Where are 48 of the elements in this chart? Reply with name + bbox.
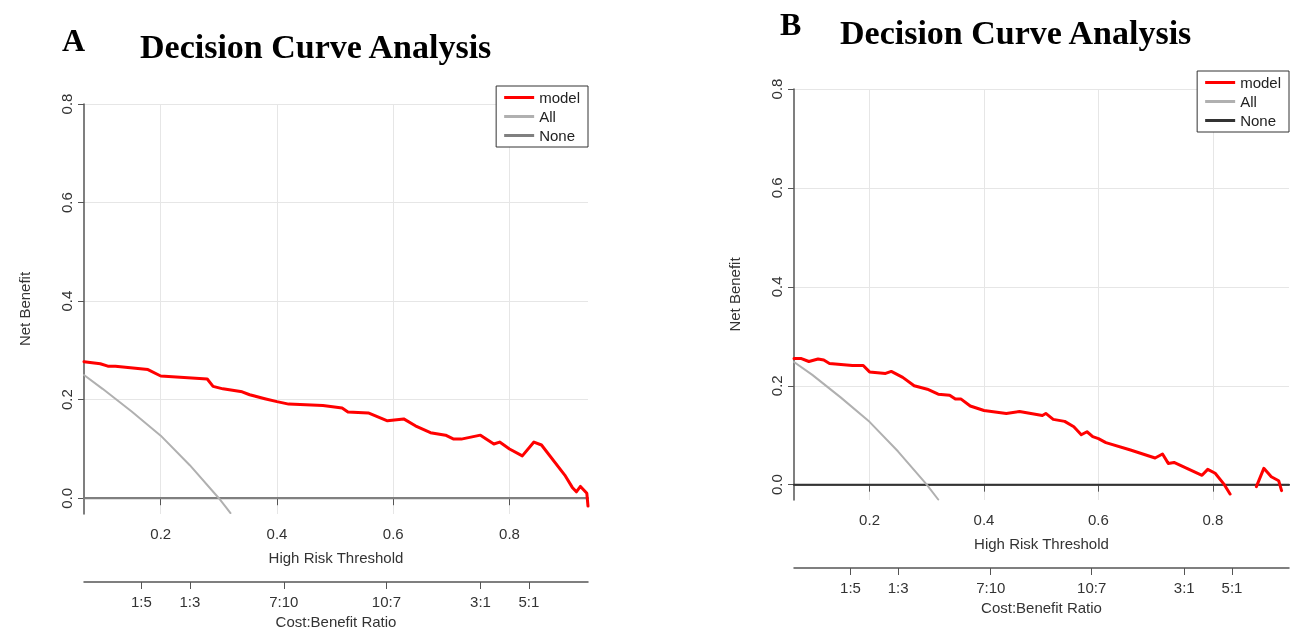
text: 7:10 [976, 579, 1006, 596]
chart-title: Decision Curve Analysis [140, 27, 492, 65]
y-axis-title: Net Benefit [726, 256, 743, 332]
chart-title: Decision Curve Analysis [840, 13, 1192, 51]
x-tick-label: 0.4 [973, 511, 995, 528]
text: 1:3 [179, 593, 201, 610]
x-tick-label: 0.8 [1202, 511, 1224, 528]
text: B [780, 6, 802, 42]
text: 1:5 [840, 579, 861, 596]
x-tick-label: 0.4 [266, 525, 288, 542]
y-tick-label: 0.6 [768, 177, 785, 199]
legend-label: None [539, 127, 575, 144]
y-tick-label: 0.2 [768, 375, 785, 397]
text: 5:1 [518, 593, 540, 610]
text: 1:5 [130, 593, 152, 610]
line-series [83, 374, 232, 515]
text: Cost:Benefit Ratio [275, 613, 397, 630]
y-tick-label: 0.2 [58, 389, 75, 411]
y-tick-label: 0.8 [58, 93, 75, 115]
y-tick-label: 0.0 [768, 474, 785, 496]
y-tick-label: 0.8 [768, 78, 785, 100]
text: A [62, 22, 86, 58]
legend-label: All [539, 108, 556, 125]
text: 5:1 [1221, 579, 1243, 596]
x-tick-label: 0.2 [150, 525, 172, 542]
x-tick-label: 0.2 [859, 511, 880, 528]
x-axis-title: High Risk Threshold [268, 549, 404, 566]
x-tick-label: 0.6 [382, 525, 404, 542]
line-series [793, 361, 940, 501]
x-tick-label: 0.6 [1088, 511, 1109, 528]
legend-label: model [1240, 74, 1281, 91]
legend-label: None [1240, 112, 1276, 129]
x-axis-title: High Risk Threshold [974, 535, 1109, 552]
text: 10:7 [371, 593, 402, 610]
text: 3:1 [470, 593, 491, 610]
legend-label: model [539, 89, 580, 106]
y-tick-label: 0.4 [58, 290, 75, 312]
y-tick-label: 0.0 [58, 487, 75, 509]
text: 3:1 [1173, 579, 1195, 596]
y-tick-label: 0.6 [58, 192, 75, 213]
x-tick-label: 0.8 [499, 525, 520, 542]
y-axis-title: Net Benefit [16, 271, 33, 347]
text: 1:3 [887, 579, 909, 596]
text: 10:7 [1077, 579, 1107, 596]
legend-label: All [1240, 93, 1257, 110]
text: 7:10 [269, 593, 299, 610]
y-tick-label: 0.4 [768, 276, 785, 298]
text: Cost:Benefit Ratio [981, 599, 1102, 616]
